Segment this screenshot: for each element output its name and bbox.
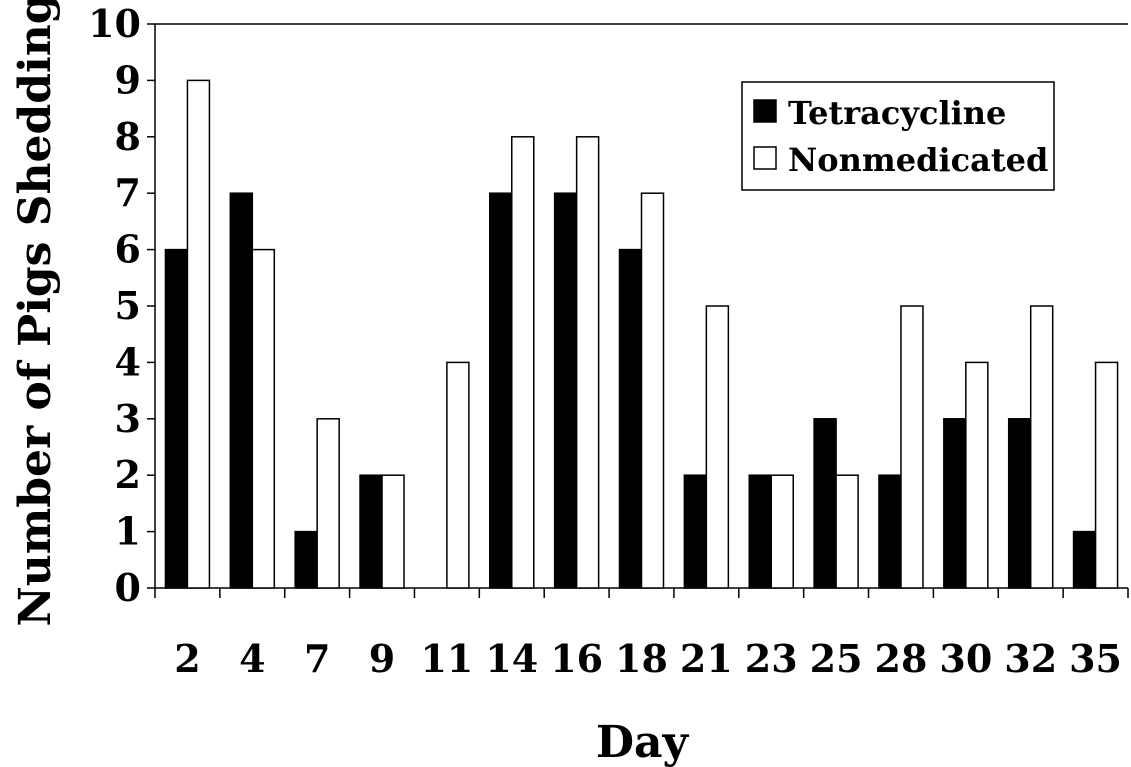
bar-nonmedicated-day-25 — [835, 474, 859, 589]
legend-label-tetracycline: Tetracycline — [788, 94, 1006, 132]
y-tick-label: 6 — [115, 227, 141, 272]
legend-swatch-nonmedicated — [753, 146, 777, 170]
y-tick-label: 4 — [115, 339, 141, 384]
x-tick-label: 18 — [615, 636, 668, 681]
bar-nonmedicated-day-4 — [251, 248, 276, 589]
bar-tetracycline-day-32 — [1007, 418, 1032, 589]
bar-nonmedicated-day-11 — [446, 361, 470, 589]
legend-swatch-tetracycline — [753, 99, 777, 123]
x-tick-label: 14 — [485, 636, 538, 681]
x-tick-label: 35 — [1069, 636, 1122, 681]
bar-tetracycline-day-23 — [748, 474, 772, 589]
bar-nonmedicated-day-14 — [511, 136, 535, 589]
y-tick-label: 2 — [115, 452, 141, 497]
x-tick-label: 2 — [174, 636, 200, 681]
bar-nonmedicated-day-18 — [640, 192, 665, 589]
bar-tetracycline-day-35 — [1072, 530, 1097, 589]
y-tick-label: 0 — [115, 565, 141, 610]
bar-tetracycline-day-25 — [813, 418, 837, 589]
y-tick-label: 3 — [115, 396, 141, 441]
x-tick-label: 16 — [550, 636, 603, 681]
bar-nonmedicated-day-21 — [705, 305, 730, 589]
x-axis-label: Day — [596, 717, 690, 767]
legend-label-nonmedicated: Nonmedicated — [788, 141, 1048, 179]
y-tick-label: 5 — [115, 283, 141, 328]
y-tick-label: 10 — [88, 1, 141, 46]
bar-tetracycline-day-21 — [683, 474, 708, 589]
bar-tetracycline-day-14 — [489, 192, 513, 589]
x-tick-label: 9 — [369, 636, 395, 681]
x-tick-label: 7 — [304, 636, 330, 681]
bar-nonmedicated-day-9 — [381, 474, 405, 589]
x-tick-labels: 2 4 7 9 11 14 16 18 21 23 25 28 30 32 35 — [174, 636, 1122, 681]
bar-nonmedicated-day-35 — [1094, 361, 1119, 589]
y-tick-label: 7 — [115, 170, 141, 215]
bar-tetracycline-day-9 — [359, 474, 383, 589]
bar-tetracycline-day-30 — [943, 418, 967, 589]
bar-tetracycline-day-16 — [553, 192, 578, 589]
bar-nonmedicated-day-7 — [316, 418, 340, 589]
bar-tetracycline-day-28 — [878, 474, 902, 589]
y-tick-labels: 0 1 2 3 4 5 6 7 8 9 10 — [88, 1, 141, 610]
y-tick-label: 1 — [115, 509, 141, 554]
bar-nonmedicated-day-23 — [770, 474, 794, 589]
x-tick-label: 25 — [810, 636, 863, 681]
bar-nonmedicated-day-32 — [1029, 305, 1054, 589]
x-tick-label: 30 — [939, 636, 992, 681]
bar-tetracycline-day-7 — [294, 530, 318, 589]
bar-tetracycline-day-2 — [164, 248, 189, 589]
bar-tetracycline-day-4 — [229, 192, 254, 589]
legend: Tetracycline Nonmedicated — [741, 81, 1055, 191]
bar-nonmedicated-day-16 — [575, 136, 600, 589]
x-tick-label: 11 — [420, 636, 473, 681]
x-tick-label: 21 — [680, 636, 733, 681]
bar-nonmedicated-day-2 — [186, 79, 211, 589]
x-tick-label: 28 — [875, 636, 928, 681]
bar-nonmedicated-day-30 — [965, 361, 989, 589]
bars — [164, 79, 1119, 589]
bar-tetracycline-day-18 — [618, 248, 643, 589]
x-tick-label: 4 — [239, 636, 265, 681]
bar-nonmedicated-day-28 — [900, 305, 924, 589]
y-tick-label: 9 — [115, 57, 141, 102]
x-tick-label: 23 — [745, 636, 798, 681]
x-tick-label: 32 — [1004, 636, 1057, 681]
y-axis-label: Number of Pigs Shedding — [10, 0, 61, 627]
y-tick-label: 8 — [115, 114, 141, 159]
